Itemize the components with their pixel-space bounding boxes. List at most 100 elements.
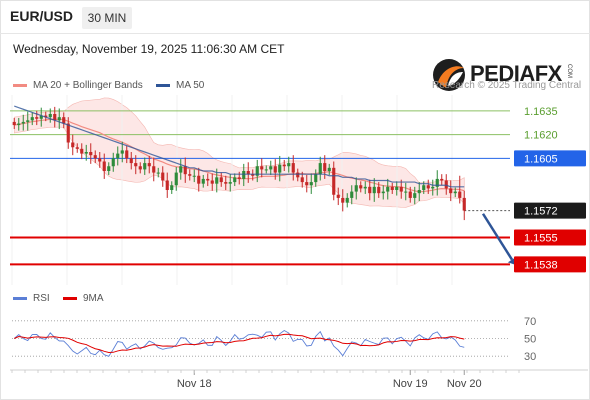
candle <box>147 155 151 174</box>
rsi-9ma-line <box>14 333 465 353</box>
candle-body <box>458 191 462 198</box>
candle <box>368 179 372 201</box>
legend-swatch <box>13 297 27 300</box>
candle <box>345 193 349 208</box>
legend-9ma: 9MA <box>63 293 104 304</box>
candle-body <box>386 186 390 192</box>
candle-body <box>314 174 318 183</box>
candle <box>192 169 196 183</box>
candle <box>363 181 367 194</box>
candle-body <box>147 163 151 167</box>
candle <box>426 179 430 194</box>
candle <box>435 170 439 196</box>
candle <box>188 169 192 181</box>
candle-body <box>336 194 340 198</box>
candle <box>35 110 39 126</box>
price-label-support: 1.1538 <box>524 259 558 271</box>
candle <box>246 162 250 183</box>
price-label-pivot: 1.1605 <box>524 153 558 165</box>
candle <box>165 172 169 198</box>
pediafx-logo-icon <box>433 59 465 91</box>
candle <box>129 152 133 170</box>
candle-body <box>215 177 219 184</box>
candle <box>444 174 448 195</box>
candle-body <box>233 177 237 183</box>
candle <box>102 153 106 179</box>
candle <box>278 155 282 182</box>
rsi-level-label: 30 <box>524 351 536 363</box>
legend-label: MA 20 + Bollinger Bands <box>33 80 143 91</box>
candle-body <box>399 186 403 192</box>
candle <box>197 167 201 192</box>
candle-body <box>368 186 372 194</box>
candle <box>269 160 273 175</box>
candle-body <box>170 185 174 190</box>
candle-body <box>120 150 124 154</box>
candle <box>341 189 345 212</box>
candle <box>84 144 88 161</box>
candle <box>462 190 466 221</box>
candle <box>71 134 75 156</box>
candle <box>413 186 417 205</box>
candle-body <box>444 180 448 189</box>
candle <box>161 166 165 187</box>
candle <box>332 161 336 201</box>
candle-body <box>26 120 30 122</box>
candle <box>134 155 138 175</box>
candle <box>53 106 57 128</box>
candle-body <box>440 178 444 181</box>
candle-body <box>341 197 345 203</box>
candle-body <box>462 197 466 211</box>
candle <box>30 112 34 126</box>
legend-bollinger: MA 20 + Bollinger Bands <box>13 80 143 91</box>
price-label-target: 1.1620 <box>524 130 558 142</box>
candle <box>381 185 385 200</box>
candle-body <box>156 172 160 174</box>
candle <box>75 143 79 153</box>
brand-name: PEDIAFX <box>470 61 562 86</box>
candle-body <box>260 166 264 170</box>
timeframe-button[interactable]: 30 MIN <box>82 7 132 29</box>
candle-body <box>242 171 246 179</box>
candle <box>21 114 25 131</box>
candle-body <box>354 185 358 192</box>
candle <box>386 178 390 200</box>
candle-body <box>404 191 408 193</box>
candle-body <box>422 185 426 190</box>
candle <box>449 180 453 202</box>
x-tick-label: Nov 18 <box>177 378 212 390</box>
candle <box>228 174 232 192</box>
candle-body <box>39 115 43 119</box>
candle-body <box>453 191 457 194</box>
candle-body <box>390 186 394 190</box>
candle <box>125 145 129 164</box>
candle-body <box>17 123 21 126</box>
candle-body <box>435 178 439 187</box>
candle <box>39 107 43 127</box>
candle-body <box>359 185 363 189</box>
candle <box>327 163 331 175</box>
candle-body <box>206 178 210 181</box>
candle <box>80 143 84 160</box>
candle <box>314 169 318 187</box>
candle-body <box>53 114 57 121</box>
candle-body <box>174 172 178 186</box>
candle <box>264 165 268 174</box>
candle-body <box>246 171 250 175</box>
legend-swatch <box>13 84 27 87</box>
candle-body <box>98 158 102 162</box>
candle <box>57 108 61 130</box>
legend-rsi: RSI <box>13 293 50 304</box>
candle <box>390 182 394 194</box>
candle <box>201 174 205 188</box>
legend-swatch <box>63 297 77 300</box>
candle <box>44 111 48 122</box>
candle <box>453 187 457 198</box>
candle-body <box>300 177 304 183</box>
candle <box>242 163 246 187</box>
candle <box>210 173 214 191</box>
candle-body <box>80 148 84 154</box>
brand-tm: COM <box>566 64 572 78</box>
candle-body <box>201 178 205 184</box>
